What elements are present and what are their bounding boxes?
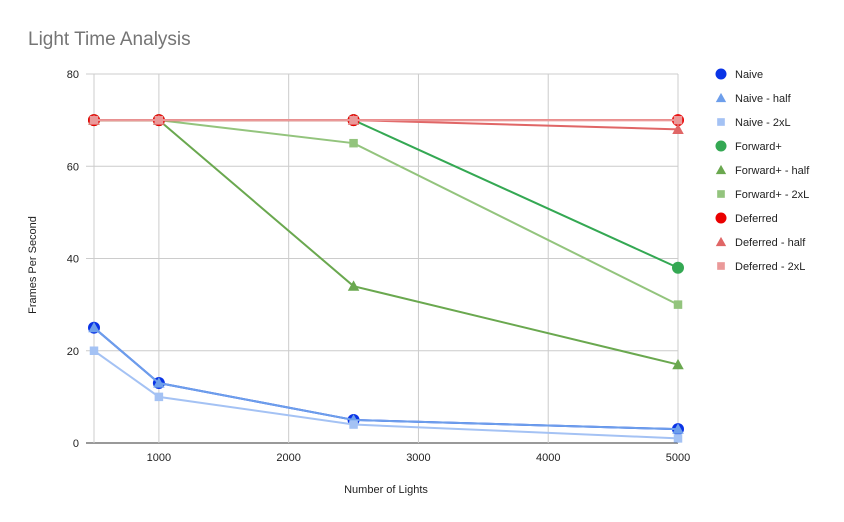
data-point [88, 321, 100, 333]
legend-item: Deferred - half [715, 236, 806, 249]
legend-item: Forward+ [715, 140, 782, 153]
legend-label: Forward+ - half [735, 165, 810, 177]
data-point [154, 392, 164, 402]
series-forward-half [88, 114, 684, 370]
x-axis-label: Number of Lights [344, 484, 428, 496]
series-deferred-half [88, 114, 684, 134]
data-point [89, 346, 99, 355]
x-tick-label: 2000 [276, 452, 300, 464]
chart-title: Light Time Analysis [28, 29, 191, 50]
series-forward- [88, 114, 684, 274]
y-tick-label: 40 [67, 254, 79, 266]
series-line [93, 326, 679, 431]
legend-label: Deferred [735, 213, 778, 225]
legend-label: Naive - half [735, 93, 792, 105]
legend-item: Naive [715, 68, 763, 81]
legend-label: Naive - 2xL [735, 117, 791, 129]
data-point [672, 261, 684, 274]
series-line [94, 119, 679, 366]
y-tick-label: 60 [67, 161, 79, 173]
series-group [88, 114, 684, 443]
series-naive-half [88, 321, 684, 434]
x-tick-label: 4000 [536, 452, 560, 464]
y-tick-label: 20 [67, 346, 79, 358]
series-naive [88, 321, 684, 436]
x-tick-label: 3000 [406, 452, 430, 464]
series-line [93, 349, 679, 440]
data-point [349, 420, 358, 429]
legend-marker [717, 190, 725, 198]
legend-marker [717, 118, 725, 126]
legend-item: Deferred [715, 212, 778, 225]
legend-marker [715, 68, 727, 80]
data-point [349, 138, 358, 148]
data-point [673, 115, 683, 125]
legend-item: Naive - half [715, 92, 792, 105]
data-point [672, 423, 684, 434]
legend-marker [717, 262, 725, 270]
legend: Naive Naive - half Naive - 2xL Forward+ Forw… [715, 68, 810, 273]
legend-label: Forward+ - 2xL [735, 189, 809, 201]
series-naive-2xl [89, 346, 683, 443]
y-axis-label: Frames Per Second [27, 216, 39, 314]
legend-marker [715, 140, 727, 152]
y-axis-ticks: 0 20 40 60 80 [67, 69, 79, 450]
data-point [672, 358, 684, 370]
y-tick-label: 0 [73, 438, 79, 450]
series-deferred-2xl [89, 115, 683, 125]
data-point [154, 115, 164, 125]
legend-marker [715, 92, 727, 103]
x-axis-ticks: 1000 2000 3000 4000 5000 [147, 452, 691, 464]
series-line [94, 119, 679, 306]
legend-item: Forward+ - 2xL [717, 189, 809, 201]
legend-marker [715, 164, 727, 175]
legend-item: Naive - 2xL [717, 117, 791, 129]
legend-item: Forward+ - half [715, 164, 810, 177]
y-tick-label: 80 [67, 69, 79, 81]
x-tick-label: 5000 [666, 452, 690, 464]
legend-label: Naive [735, 69, 763, 81]
data-point [349, 115, 358, 125]
series-forward-2xl [89, 115, 683, 309]
legend-label: Forward+ [735, 141, 782, 153]
gridlines [86, 73, 679, 444]
data-point [89, 115, 99, 125]
data-point [673, 434, 683, 443]
legend-label: Deferred - 2xL [735, 261, 805, 273]
legend-marker [715, 212, 727, 224]
series-line [94, 119, 679, 131]
legend-item: Deferred - 2xL [717, 261, 805, 273]
x-tick-label: 1000 [147, 452, 171, 464]
data-point [672, 123, 684, 134]
data-point [673, 300, 683, 309]
legend-label: Deferred - half [735, 237, 806, 249]
data-point [153, 377, 165, 388]
series-line [94, 119, 679, 269]
legend-marker [715, 236, 727, 247]
data-point [347, 280, 360, 291]
